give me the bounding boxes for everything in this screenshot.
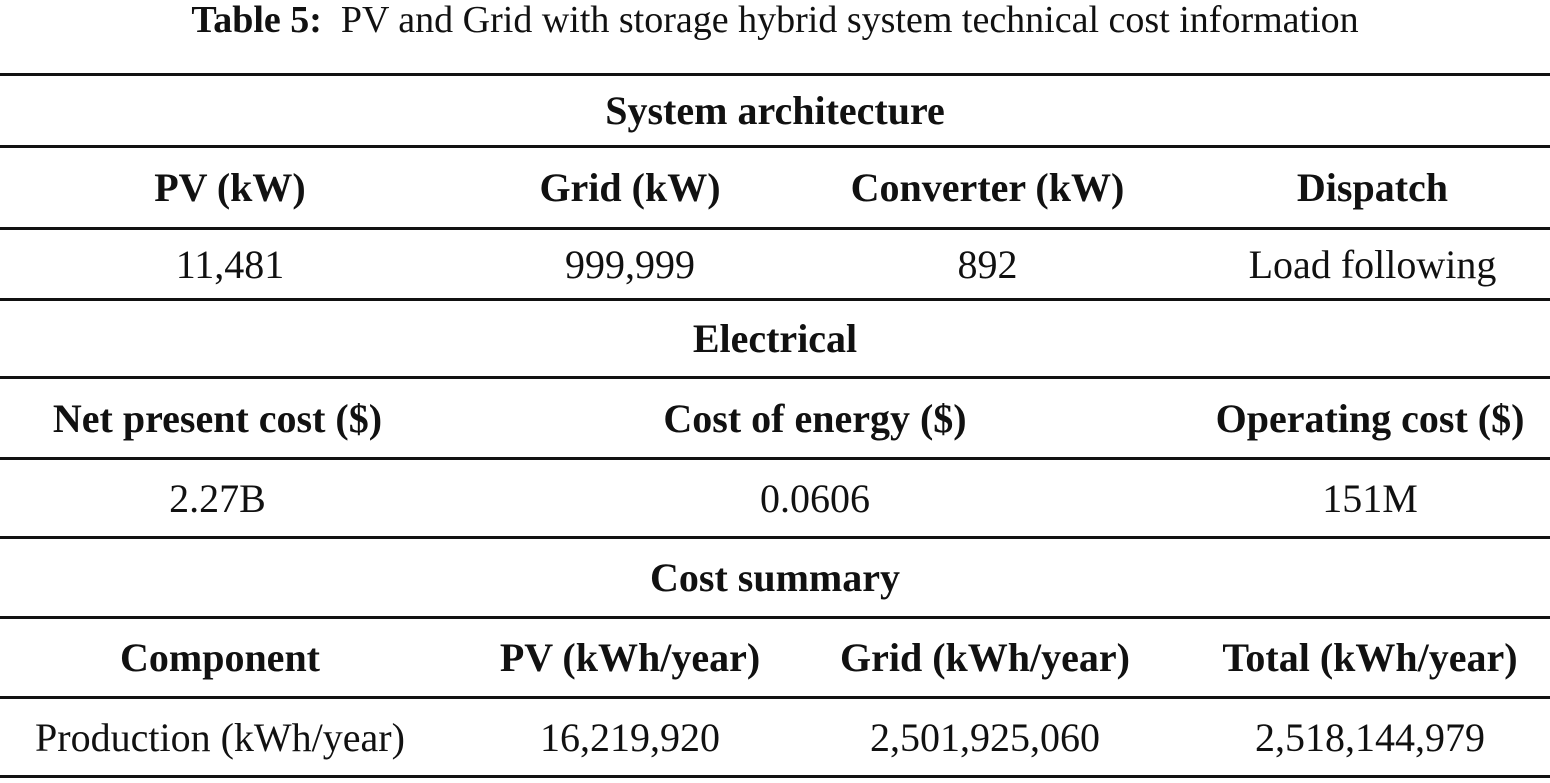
header-cell: PV (kWh/year) xyxy=(499,635,761,680)
data-row: Production (kWh/year) 16,219,920 2,501,9… xyxy=(0,699,1550,775)
header-cell: Converter (kW) xyxy=(850,165,1125,210)
data-cell: 11,481 xyxy=(175,241,285,287)
data-row: 2.27B 0.0606 151M xyxy=(0,460,1550,536)
header-row: Net present cost ($) Cost of energy ($) … xyxy=(0,379,1550,457)
section-title-row: Electrical xyxy=(0,301,1550,376)
rule xyxy=(0,145,1550,148)
data-cell: Production (kWh/year) xyxy=(35,714,405,760)
caption-label: Table 5: xyxy=(191,0,322,41)
rule xyxy=(0,457,1550,460)
header-cell: Total (kWh/year) xyxy=(1222,635,1518,680)
section-title-architecture: System architecture xyxy=(605,88,945,133)
rule xyxy=(0,536,1550,539)
rule xyxy=(0,696,1550,699)
header-cell: Net present cost ($) xyxy=(52,395,383,441)
header-cell: Dispatch xyxy=(1296,165,1449,210)
header-cell: Cost of energy ($) xyxy=(663,395,967,441)
data-cell: 0.0606 xyxy=(760,475,870,521)
header-cell: Operating cost ($) xyxy=(1215,395,1525,441)
caption-text: PV and Grid with storage hybrid system t… xyxy=(340,0,1359,41)
header-cell: PV (kW) xyxy=(154,165,306,210)
data-cell: 2,518,144,979 xyxy=(1255,714,1485,760)
rule xyxy=(0,227,1550,230)
header-row: Component PV (kWh/year) Grid (kWh/year) … xyxy=(0,619,1550,696)
rule xyxy=(0,298,1550,301)
rule-bottom xyxy=(0,775,1550,778)
section-title-row: Cost summary xyxy=(0,539,1550,616)
data-row: 11,481 999,999 892 Load following xyxy=(0,230,1550,298)
rule xyxy=(0,376,1550,379)
section-title-cost-summary: Cost summary xyxy=(650,555,900,600)
header-cell: Grid (kWh/year) xyxy=(840,635,1130,680)
header-row: PV (kW) Grid (kW) Converter (kW) Dispatc… xyxy=(0,148,1550,227)
table-caption: Table 5: PV and Grid with storage hybrid… xyxy=(0,0,1550,40)
data-cell: 16,219,920 xyxy=(540,714,720,760)
data-cell: Load following xyxy=(1248,241,1497,287)
section-title-electrical: Electrical xyxy=(692,316,858,361)
header-cell: Component xyxy=(119,635,321,680)
data-cell: 892 xyxy=(957,241,1018,287)
data-cell: 2,501,925,060 xyxy=(870,714,1100,760)
rule xyxy=(0,616,1550,619)
data-cell: 151M xyxy=(1322,475,1418,521)
data-cell: 2.27B xyxy=(169,475,266,521)
rule-top xyxy=(0,73,1550,76)
header-cell: Grid (kW) xyxy=(539,165,721,210)
section-title-row: System architecture xyxy=(0,76,1550,145)
data-cell: 999,999 xyxy=(565,241,695,287)
